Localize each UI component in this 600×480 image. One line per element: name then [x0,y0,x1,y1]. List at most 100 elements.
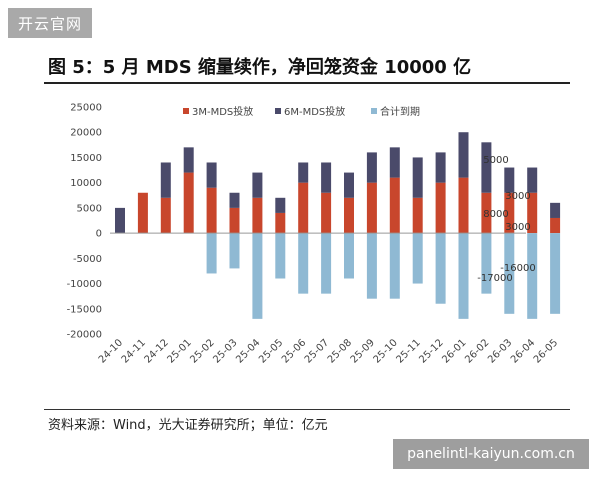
legend-swatch [371,108,377,114]
x-tick-label: 24-11 [120,337,148,365]
x-tick-label: 25-05 [257,337,285,365]
bar-total-maturity [344,233,354,279]
bar-3m-mds [481,192,492,234]
source-note: 资料来源：Wind，光大证券研究所；单位：亿元 [48,418,328,433]
x-tick-label: 25-07 [303,337,331,365]
x-tick-label: 25-03 [211,337,239,365]
bar-3m-mds [160,197,171,234]
bar-3m-mds [504,192,515,234]
bar-total-maturity [527,233,538,319]
x-tick-label: 25-04 [234,337,262,365]
legend-label: 3M-MDS投放 [192,105,253,118]
figure-title: 图 5：5 月 MDS 缩量续作，净回笼资金 10000 亿 [48,57,472,78]
data-label: -17000 [477,273,512,284]
bar-6m-mds [458,132,469,178]
bar-total-maturity [550,233,561,314]
x-tick-label: 25-06 [280,337,308,365]
legend-swatch [183,108,189,114]
bar-3m-mds [321,192,332,234]
bar-total-maturity [252,233,263,319]
bar-3m-mds [344,197,354,234]
x-tick-label: 26-03 [486,337,514,365]
x-tick-label: 25-09 [349,337,377,365]
bar-3m-mds [458,177,469,234]
y-tick-label: -5000 [73,254,102,265]
bar-3m-mds [275,212,286,234]
legend-label: 6M-MDS投放 [284,105,345,118]
bar-total-maturity [481,233,492,294]
bar-6m-mds [527,167,538,193]
bar-total-maturity [229,233,240,269]
bar-total-maturity [275,233,286,279]
x-tick-label: 26-02 [463,337,491,365]
x-tick-label: 24-12 [143,337,171,365]
bar-3m-mds [435,182,446,234]
bar-3m-mds [366,182,377,234]
x-tick-label: 25-02 [188,337,216,365]
bar-total-maturity [504,233,515,314]
bar-3m-mds [252,197,263,234]
bar-6m-mds [366,152,377,183]
x-tick-label: 26-01 [440,337,468,365]
bar-3m-mds [137,192,148,234]
data-label: -16000 [500,263,535,274]
bar-6m-mds [275,197,286,213]
bar-3m-mds [389,177,400,234]
bar-6m-mds [481,142,492,193]
data-label: 3000 [505,191,530,202]
x-tick-label: 25-08 [326,337,354,365]
bar-total-maturity [321,233,332,294]
legend-label: 合计到期 [380,105,420,118]
y-tick-label: -10000 [67,279,102,290]
legend-swatch [275,108,281,114]
bar-total-maturity [298,233,309,294]
bar-total-maturity [435,233,446,304]
bar-6m-mds [252,172,263,198]
bar-6m-mds [504,167,515,193]
bar-total-maturity [206,233,217,274]
x-tick-label: 24-10 [97,337,125,365]
x-tick-label: 25-11 [394,337,422,365]
bar-3m-mds [412,197,423,234]
y-tick-label: 25000 [70,103,102,114]
bar-6m-mds [298,162,309,183]
x-tick-label: 26-04 [509,337,537,365]
bar-total-maturity [458,233,469,319]
bar-6m-mds [435,152,446,183]
bar-total-maturity [389,233,400,299]
bar-6m-mds [160,162,171,198]
bar-6m-mds [229,192,240,208]
y-tick-label: 0 [96,229,102,240]
x-tick-label: 25-01 [165,337,193,365]
y-tick-label: 15000 [70,153,102,164]
y-tick-label: 10000 [70,178,102,189]
source-rule [44,409,570,410]
bar-3m-mds [550,217,561,234]
title-rule [44,82,570,84]
bar-6m-mds [344,172,354,198]
y-tick-label: 20000 [70,128,102,139]
data-label: 8000 [483,209,508,220]
bar-3m-mds [298,182,309,234]
watermark-url: panelintl-kaiyun.com.cn [393,439,589,469]
bar-3m-mds [183,172,194,234]
bar-6m-mds [183,147,194,173]
y-tick-label: -15000 [67,304,102,315]
x-tick-label: 25-10 [372,337,400,365]
data-label: 3000 [505,222,530,233]
bar-6m-mds [389,147,400,178]
bar-3m-mds [527,192,538,234]
bar-6m-mds [115,207,125,234]
bar-total-maturity [366,233,377,299]
data-label: 5000 [483,155,508,166]
bar-3m-mds [206,187,217,234]
x-tick-label: 26-05 [532,337,560,365]
bar-total-maturity [412,233,423,284]
bar-6m-mds [206,162,217,188]
bar-6m-mds [412,157,423,198]
bar-3m-mds [229,207,240,234]
stacked-bar-chart: 25000 20000 15000 10000 5000 0 -5000 -10000 -150… [67,103,561,366]
bar-6m-mds [550,202,561,218]
bar-6m-mds [321,162,332,193]
y-tick-label: -20000 [67,330,102,341]
